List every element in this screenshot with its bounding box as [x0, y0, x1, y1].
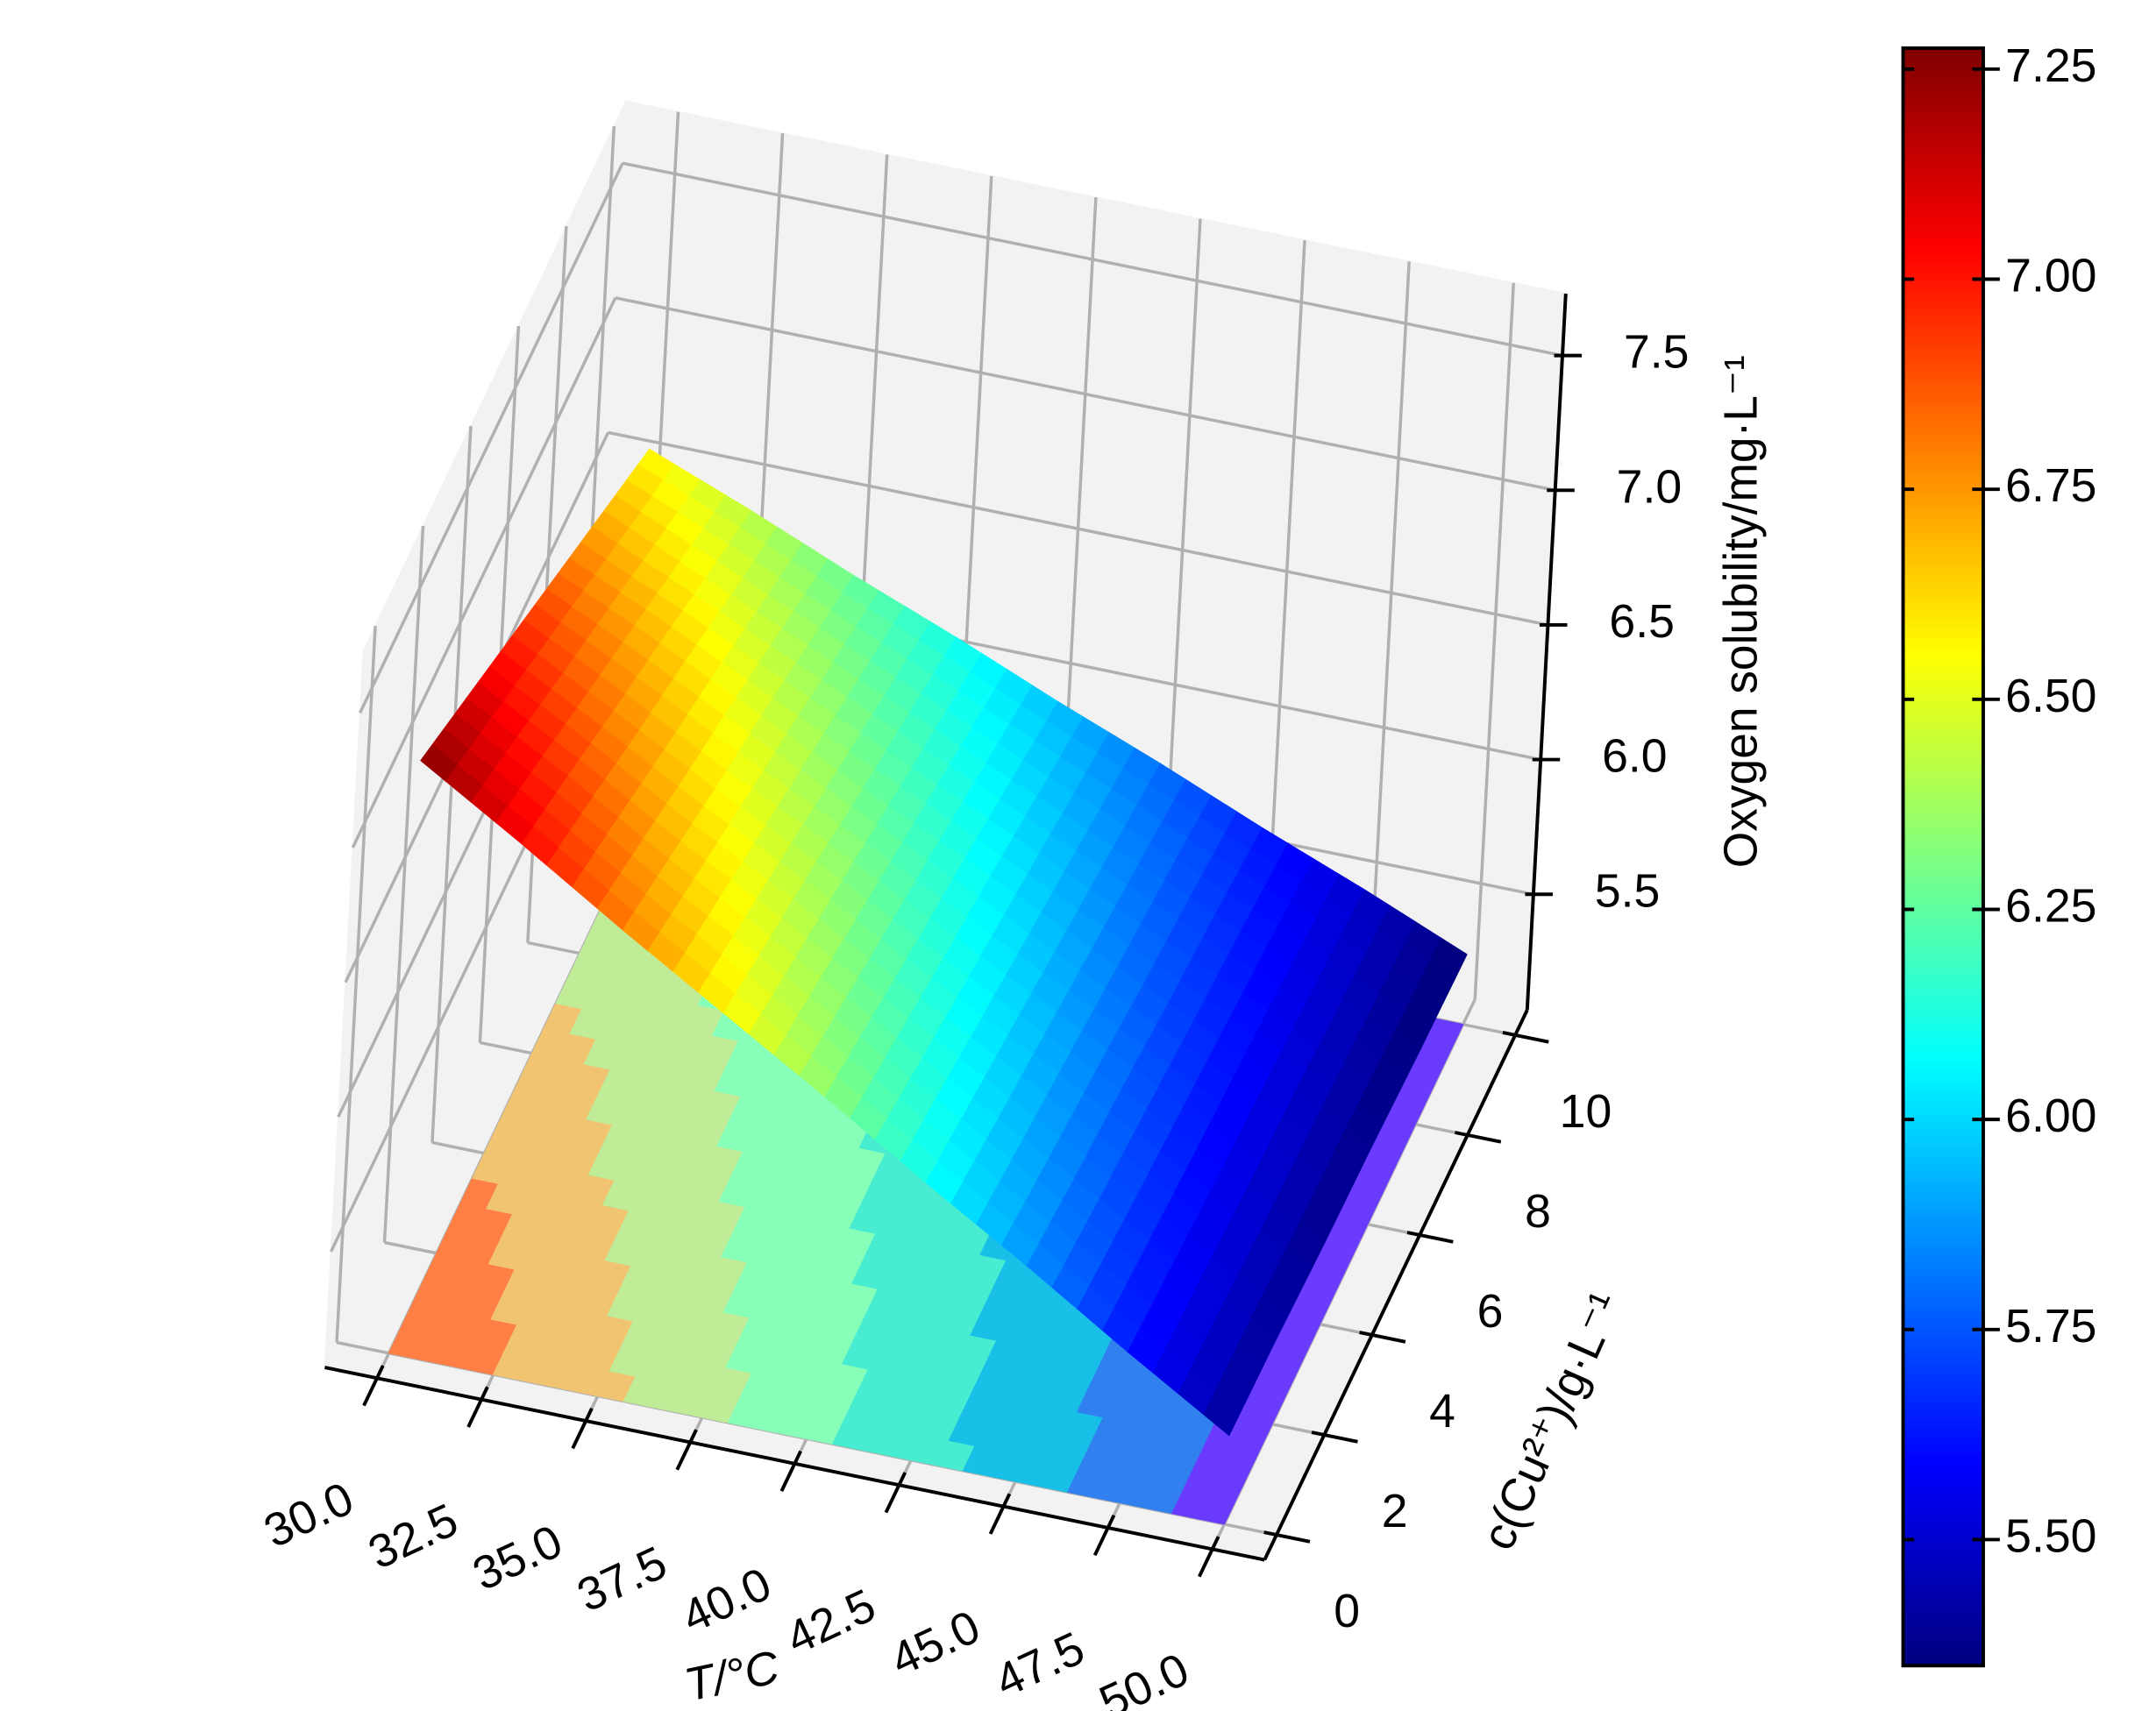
z-tick-label: 5.5	[1595, 865, 1660, 917]
x-tick-label: 42.5	[779, 1580, 884, 1665]
grid-line	[615, 296, 1556, 492]
y-tick-label: 10	[1560, 1086, 1612, 1138]
colorbar-tick-label: 6.50	[2005, 671, 2096, 722]
surface	[420, 448, 1468, 1437]
x-tick	[779, 1450, 802, 1492]
z-axis-line	[1525, 293, 1568, 1011]
y-tick-label: 8	[1525, 1186, 1551, 1238]
x-tick-label: 32.5	[361, 1494, 466, 1580]
x-tick-label: 40.0	[674, 1558, 779, 1644]
x-tick	[988, 1493, 1012, 1535]
surface-cell	[1203, 1389, 1242, 1437]
x-tick	[466, 1386, 489, 1428]
y-axis-line	[1263, 1009, 1529, 1561]
z-axis-label: Oxygen solubility/mg·L⁻¹	[1715, 355, 1767, 868]
colorbar	[1901, 46, 1985, 1668]
grid-line	[1473, 282, 1516, 1000]
colorbar-tick-label: 5.75	[2005, 1301, 2096, 1352]
colorbar-tick-label: 7.25	[2005, 40, 2096, 92]
y-tick	[1455, 1131, 1502, 1144]
z-tick-label: 6.0	[1602, 731, 1667, 783]
x-tick	[362, 1365, 385, 1407]
x-axis-label: T/°C	[680, 1642, 784, 1711]
grid-line	[622, 161, 1563, 358]
y-tick	[1311, 1431, 1358, 1444]
x-tick	[1197, 1536, 1220, 1578]
grid-line	[608, 430, 1548, 627]
y-tick-label: 0	[1334, 1586, 1360, 1637]
x-tick	[884, 1472, 907, 1514]
y-tick-label: 6	[1477, 1286, 1504, 1338]
x-tick	[675, 1429, 698, 1471]
x-tick-label: 30.0	[257, 1473, 362, 1558]
y-tick	[1263, 1530, 1311, 1544]
x-tick	[571, 1407, 594, 1450]
x-tick-label: 47.5	[987, 1622, 1092, 1707]
x-tick-label: 45.0	[883, 1601, 988, 1686]
y-tick	[1406, 1231, 1454, 1244]
z-tick-label: 6.5	[1609, 596, 1674, 648]
y-tick-label: 2	[1382, 1486, 1408, 1537]
colorbar-tick-label: 6.25	[2005, 881, 2096, 933]
grid-line	[1369, 261, 1411, 978]
colorbar-tick-label: 7.00	[2005, 251, 2096, 302]
grid-line	[359, 162, 624, 714]
x-tick-label: 35.0	[466, 1516, 571, 1601]
x-tick	[1092, 1514, 1116, 1557]
colorbar-tick-label: 6.75	[2005, 460, 2096, 512]
colorbar-tick-label: 6.00	[2005, 1090, 2096, 1142]
colorbar-tick-label: 5.50	[2005, 1511, 2096, 1563]
z-tick-label: 7.5	[1624, 327, 1689, 379]
floor-cell	[1424, 1018, 1464, 1050]
grid-line	[351, 297, 617, 848]
x-tick-label: 37.5	[570, 1537, 675, 1622]
y-tick-label: 4	[1429, 1386, 1455, 1438]
y-tick	[1359, 1331, 1406, 1344]
z-tick-label: 7.0	[1617, 462, 1682, 514]
x-tick-label: 50.0	[1092, 1644, 1197, 1711]
y-tick	[1502, 1031, 1549, 1044]
